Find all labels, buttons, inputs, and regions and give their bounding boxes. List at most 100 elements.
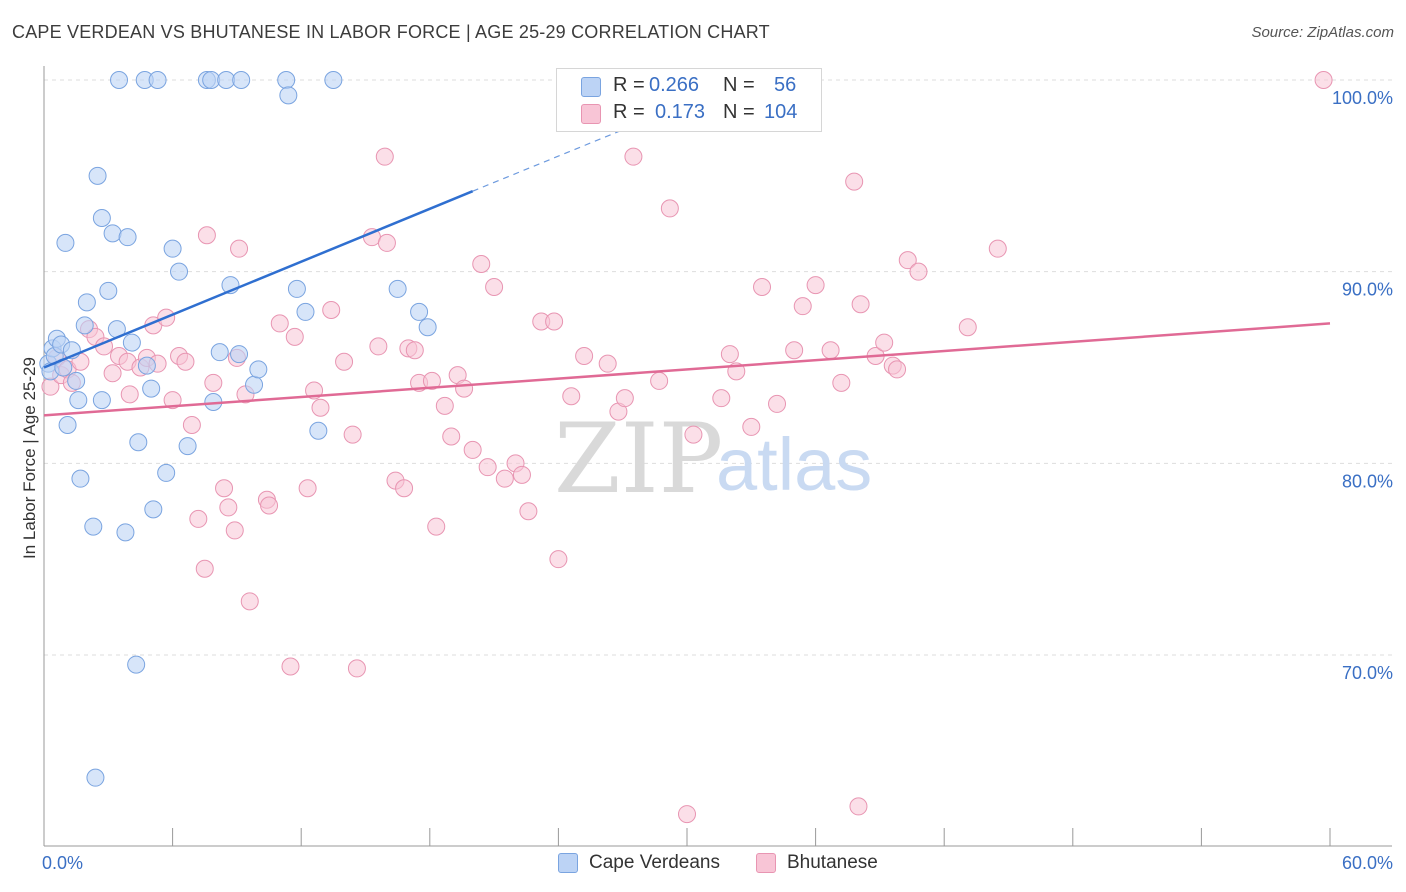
bhutanese-point <box>485 278 504 296</box>
bhutanese-point <box>888 360 907 379</box>
legend-swatch-blue <box>581 77 601 97</box>
cape-verdean-point <box>122 333 141 352</box>
bhutanese-point <box>768 394 787 413</box>
cape-verdean-point <box>309 421 328 440</box>
legend-r-label: R = <box>613 74 645 96</box>
cape-verdean-point <box>142 379 161 398</box>
cape-verdean-point <box>388 279 407 298</box>
bhutanese-point <box>1314 71 1333 89</box>
chart-title: CAPE VERDEAN VS BHUTANESE IN LABOR FORCE… <box>12 22 770 42</box>
bhutanese-point <box>204 373 223 392</box>
bhutanese-point <box>298 479 317 498</box>
cape-verdean-point <box>277 71 296 89</box>
bhutanese-point <box>712 389 731 408</box>
bhutanese-point <box>472 255 491 273</box>
bhutanese-point <box>427 517 446 536</box>
cape-verdean-point <box>92 209 111 227</box>
bhutanese-point <box>463 440 482 459</box>
bhutanese-point <box>793 297 812 316</box>
bhutanese-point <box>195 559 214 578</box>
cape-verdean-point <box>56 233 75 252</box>
legend-swatch-pink <box>581 104 601 124</box>
bhutanese-point <box>285 327 304 346</box>
bhutanese-point <box>455 379 474 398</box>
bhutanese-point <box>849 797 868 816</box>
trend-lines <box>43 129 1331 417</box>
cape-verdean-point <box>92 391 111 410</box>
cape-verdean-point <box>137 356 156 375</box>
bhutanese-point <box>197 226 216 245</box>
bhutanese-point <box>375 147 394 166</box>
bhutanese-point <box>478 458 497 477</box>
bhutanese-point <box>343 425 362 444</box>
bhutanese-point <box>898 251 917 270</box>
cape-verdean-point <box>157 463 176 482</box>
bhutanese-point <box>575 347 594 365</box>
cape-verdean-point <box>163 239 182 258</box>
cape-verdean-trend-extension <box>472 129 623 192</box>
y-tick-label: 80.0% <box>1342 471 1393 491</box>
bhutanese-point <box>369 337 388 356</box>
bhutanese-point <box>347 659 366 678</box>
bhutanese-point <box>832 373 851 392</box>
cape-verdean-point <box>418 318 437 337</box>
cape-verdean-point <box>279 86 298 105</box>
bhutanese-point <box>281 657 300 676</box>
bhutanese-point <box>562 387 581 406</box>
cape-verdean-point <box>88 166 107 185</box>
x-tick-label: 60.0% <box>1342 853 1393 873</box>
bhutanese-point <box>806 276 825 295</box>
y-tick-label: 100.0% <box>1332 88 1393 108</box>
bhutanese-point <box>215 479 234 498</box>
bhutanese-point <box>163 391 182 410</box>
axes <box>43 66 1392 847</box>
bhutanese-point <box>182 416 201 434</box>
cape-verdean-point <box>103 224 122 243</box>
cape-verdean-point <box>144 500 163 519</box>
bottom-legend-swatch-pink <box>756 853 776 873</box>
bhutanese-point <box>405 341 424 360</box>
cape-verdean-point <box>230 345 249 364</box>
cape-verdean-point <box>67 371 86 390</box>
cape-verdean-point <box>116 523 135 542</box>
bhutanese-point <box>442 427 461 446</box>
bottom-legend-swatch-blue <box>558 853 578 873</box>
legend-n-value: 104 <box>764 101 798 123</box>
cape-verdean-point <box>245 375 264 394</box>
bhutanese-point <box>260 496 279 515</box>
correlation-legend: R = 0.266 N = 56 R = 0.173 N = 104 <box>556 68 822 132</box>
cape-verdean-point <box>148 71 167 89</box>
bhutanese-point <box>240 592 259 611</box>
bhutanese-point <box>684 425 703 444</box>
bhutanese-point <box>230 239 249 258</box>
tick-labels: 100.0% 90.0% 80.0% 70.0% 0.0% 60.0% <box>42 88 1393 873</box>
bhutanese-point <box>821 341 840 360</box>
bhutanese-point <box>495 469 514 488</box>
watermark: ZIP atlas <box>554 403 872 515</box>
cape-verdean-point <box>99 281 118 300</box>
cape-verdean-trend-line <box>43 190 474 369</box>
bhutanese-point <box>624 147 643 166</box>
y-tick-label: 70.0% <box>1342 663 1393 683</box>
bhutanese-point <box>615 389 634 408</box>
bhutanese-point <box>851 295 870 314</box>
cape-verdean-point <box>202 71 221 89</box>
bhutanese-point <box>519 502 538 521</box>
bhutanese-point <box>311 398 330 417</box>
bhutanese-point <box>650 371 669 390</box>
cape-verdean-point <box>127 655 146 674</box>
legend-r-value: 0.173 <box>655 101 706 123</box>
bhutanese-point <box>395 479 414 498</box>
legend-n-label: N = <box>723 74 755 96</box>
cape-verdean-point <box>118 228 137 247</box>
bhutanese-point <box>988 239 1007 258</box>
bhutanese-point <box>435 396 454 415</box>
cape-verdean-point <box>410 302 429 321</box>
bhutanese-point <box>176 352 195 371</box>
cape-verdean-points <box>39 71 437 787</box>
cape-verdean-point <box>249 360 268 379</box>
legend-n-label: N = <box>723 101 755 123</box>
watermark-atlas: atlas <box>716 423 872 506</box>
bhutanese-point <box>909 262 928 281</box>
bhutanese-trend-line <box>43 322 1331 417</box>
